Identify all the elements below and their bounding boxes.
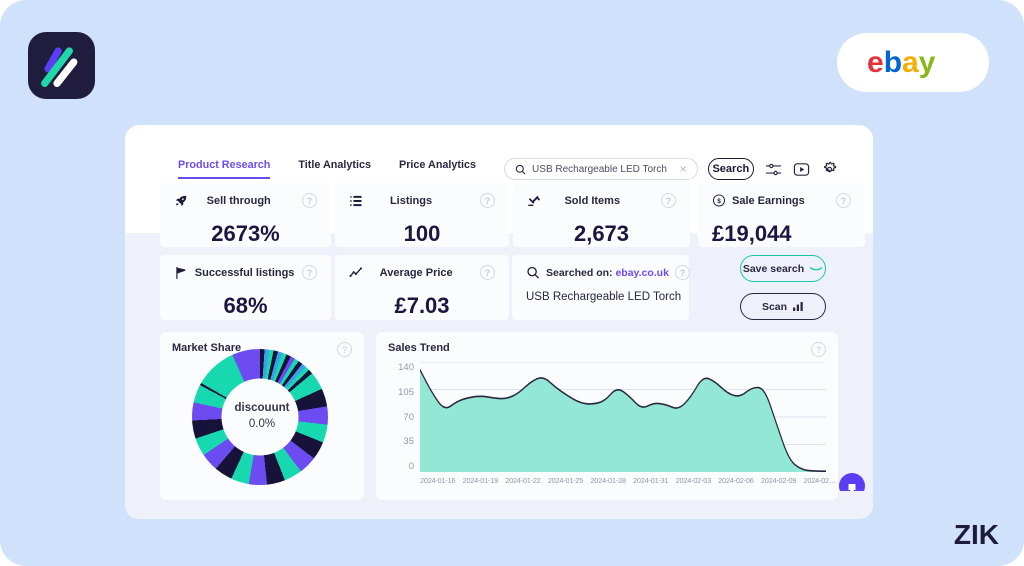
svg-text:$: $	[717, 198, 721, 205]
svg-text:ebay: ebay	[867, 46, 936, 79]
